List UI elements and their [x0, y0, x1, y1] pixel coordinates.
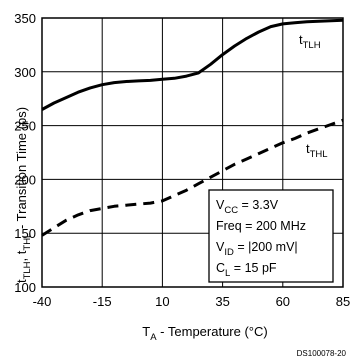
x-tick-label-0: -40: [33, 294, 52, 309]
y-tick-label-5: 350: [14, 11, 36, 26]
conditions-box-frame: [208, 189, 334, 283]
condition-cl: CL = 15 pF: [216, 261, 277, 279]
y-tick-label-3: 250: [14, 119, 36, 134]
condition-freq: Freq = 200 MHz: [216, 219, 306, 233]
series-label-tTLH: tTLH: [299, 32, 321, 51]
x-tick-label-2: 10: [155, 294, 169, 309]
x-tick-label-3: 35: [215, 294, 229, 309]
x-tick-label-1: -15: [93, 294, 112, 309]
figure-id: DS100078-20: [297, 349, 347, 358]
x-tick-label-4: 60: [276, 294, 290, 309]
y-tick-label-4: 300: [14, 65, 36, 80]
condition-vid: VID = |200 mV|: [216, 240, 298, 258]
y-tick-label-0: 100: [14, 280, 36, 295]
y-tick-label-2: 200: [14, 172, 36, 187]
series-line-tTHL: [41, 118, 344, 237]
y-axis-title: tTLH, tTHL - Transition Time (ps): [14, 107, 33, 283]
series-label-tTHL: tTHL: [306, 141, 328, 160]
grid: [42, 18, 343, 287]
y-tick-labels: 100 150 200 250 300 350: [14, 11, 36, 295]
conditions-box: VCC = 3.3V Freq = 200 MHz VID = |200 mV|…: [208, 189, 334, 283]
x-tick-labels: -40 -15 10 35 60 85: [33, 294, 351, 309]
y-tick-label-1: 150: [14, 226, 36, 241]
condition-vcc: VCC = 3.3V: [216, 198, 279, 216]
series-layer: [41, 18, 344, 237]
plot-frame: [41, 17, 344, 288]
x-axis-title: TA - Temperature (°C): [142, 324, 267, 343]
x-tick-label-5: 85: [336, 294, 350, 309]
series-line-tTLH: [41, 18, 344, 111]
